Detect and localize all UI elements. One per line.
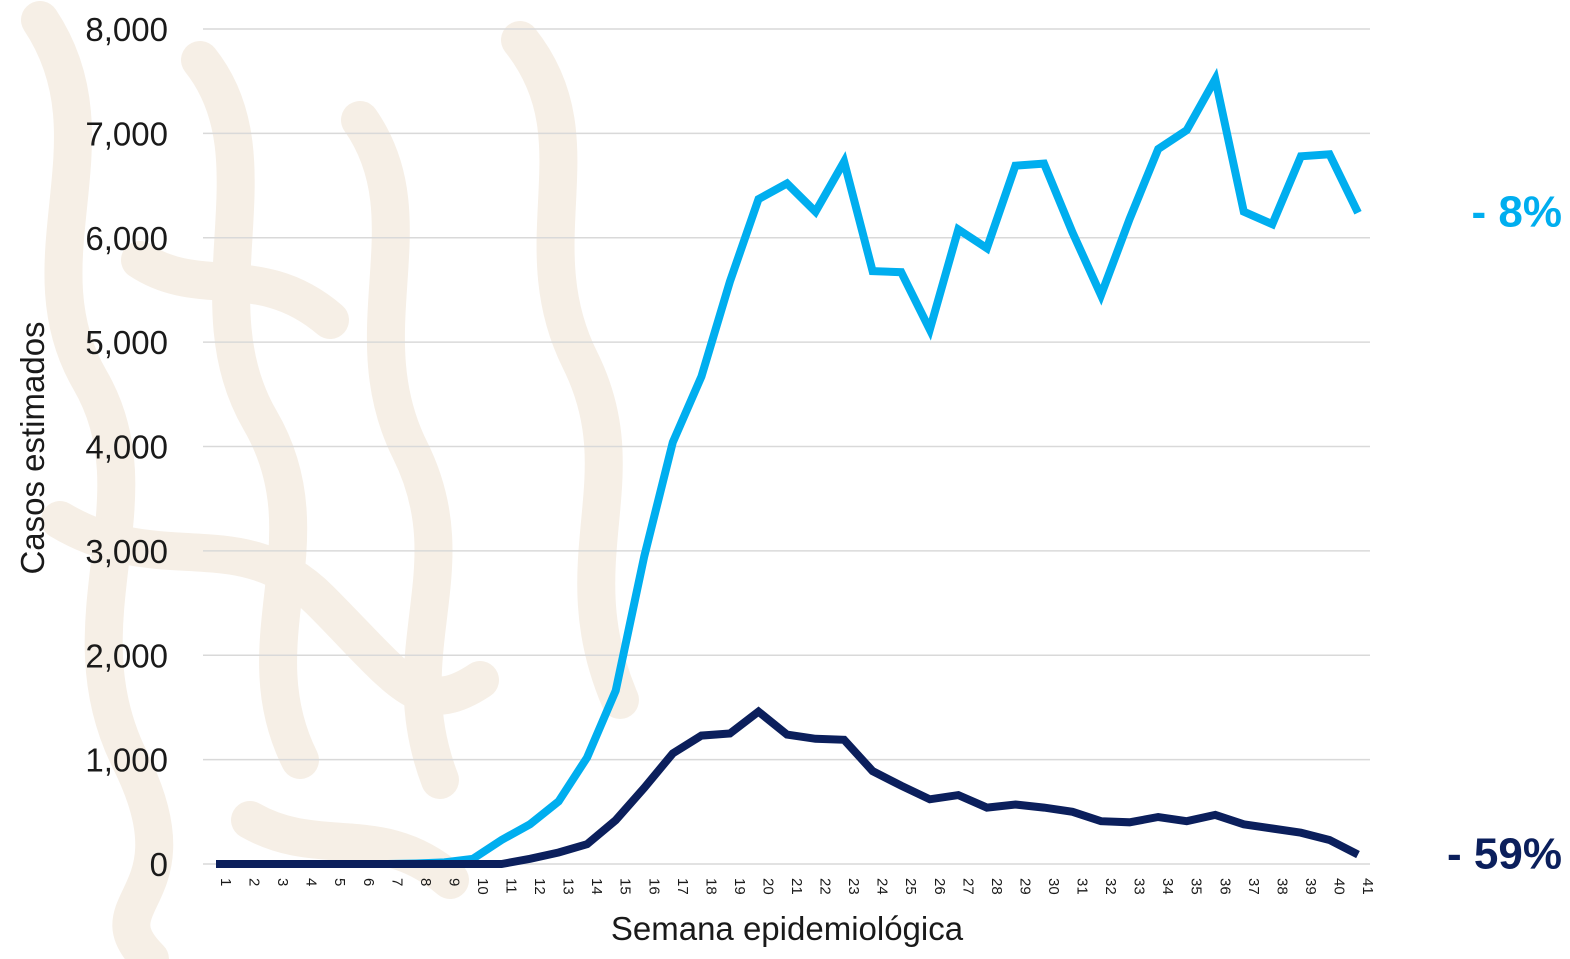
y-tick-label: 7,000 (85, 115, 168, 152)
x-tick-labels: 1 2 3 4 5 6 7 8 9 10 11 12 13 14 15 16 17 18 19 20 21 22 23 24 2… (217, 878, 1376, 895)
x-tick-label: 19 (731, 878, 748, 895)
x-tick-label: 22 (817, 878, 834, 895)
series-end-label-1: - 8% (1472, 188, 1562, 237)
series-line-2 (216, 706, 1360, 868)
x-tick-label: 34 (1159, 878, 1176, 895)
y-tick-label: 8,000 (85, 11, 168, 48)
x-tick-label: 38 (1273, 878, 1290, 895)
y-tick-labels: 0 1,000 2,000 3,000 4,000 5,000 6,000 7,000 8,00… (85, 11, 168, 883)
x-tick-label: 6 (360, 878, 377, 886)
x-tick-label: 41 (1359, 878, 1376, 895)
y-tick-label: 3,000 (85, 533, 168, 570)
x-tick-label: 24 (874, 878, 891, 895)
x-tick-label: 27 (959, 878, 976, 895)
x-tick-label: 9 (445, 878, 462, 886)
x-tick-label: 3 (274, 878, 291, 886)
x-tick-label: 12 (531, 878, 548, 895)
x-tick-label: 26 (931, 878, 948, 895)
y-tick-label: 4,000 (85, 429, 168, 466)
x-tick-label: 17 (674, 878, 691, 895)
x-tick-label: 25 (902, 878, 919, 895)
x-tick-label: 16 (645, 878, 662, 895)
x-tick-label: 28 (988, 878, 1005, 895)
x-axis-title: Semana epidemiológica (611, 910, 964, 947)
y-tick-label: 1,000 (85, 742, 168, 779)
grid-lines (203, 28, 1370, 865)
y-tick-label: 6,000 (85, 220, 168, 257)
x-tick-label: 31 (1074, 878, 1091, 895)
x-tick-label: 10 (474, 878, 491, 895)
series-end-labels: - 8% - 59% (1447, 188, 1562, 879)
x-tick-label: 36 (1216, 878, 1233, 895)
x-tick-label: 4 (303, 878, 320, 886)
x-tick-label: 15 (617, 878, 634, 895)
series-end-label-2: - 59% (1447, 830, 1562, 879)
x-tick-label: 13 (560, 878, 577, 895)
series-lines (216, 67, 1362, 868)
x-tick-label: 29 (1016, 878, 1033, 895)
x-tick-label: 23 (845, 878, 862, 895)
y-tick-label: 2,000 (85, 637, 168, 674)
x-tick-label: 39 (1302, 878, 1319, 895)
x-tick-label: 40 (1330, 878, 1347, 895)
x-tick-label: 32 (1102, 878, 1119, 895)
x-tick-label: 2 (246, 878, 263, 886)
x-tick-label: 30 (1045, 878, 1062, 895)
x-tick-label: 18 (702, 878, 719, 895)
y-axis-title: Casos estimados (14, 321, 51, 574)
x-tick-label: 33 (1131, 878, 1148, 895)
x-tick-label: 1 (217, 878, 234, 886)
x-tick-label: 21 (788, 878, 805, 895)
x-tick-label: 35 (1188, 878, 1205, 895)
x-tick-label: 20 (759, 878, 776, 895)
x-tick-label: 11 (503, 878, 520, 894)
y-tick-label: 0 (150, 846, 168, 883)
background-pattern (21, 1, 639, 959)
x-tick-label: 8 (417, 878, 434, 886)
x-tick-label: 37 (1245, 878, 1262, 895)
y-tick-label: 5,000 (85, 324, 168, 361)
x-tick-label: 5 (331, 878, 348, 886)
x-tick-label: 7 (388, 878, 405, 886)
x-tick-label: 14 (588, 878, 605, 895)
